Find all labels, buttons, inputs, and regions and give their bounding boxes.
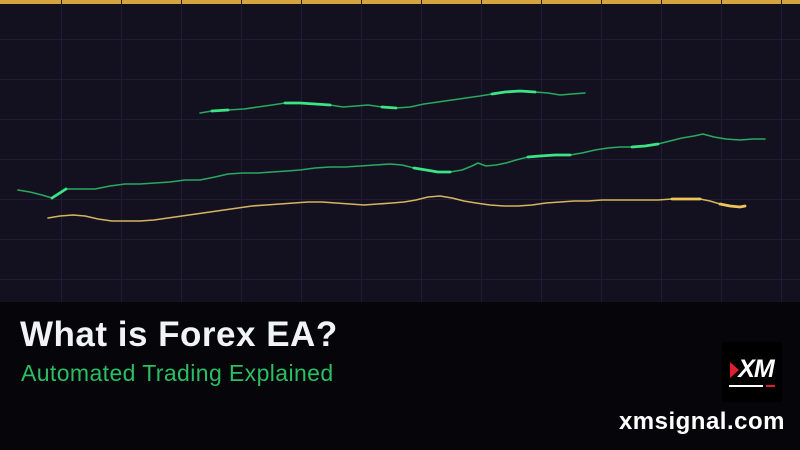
xm-logo-row: XM — [730, 355, 775, 383]
yellow-line — [47, 195, 746, 222]
caption-band: What is Forex EA? Automated Trading Expl… — [0, 302, 800, 450]
xm-logo: XM — [722, 342, 782, 402]
page-subtitle: Automated Trading Explained — [21, 360, 334, 386]
upper-green-line-highlight-1 — [283, 101, 332, 107]
xm-logo-underline — [729, 385, 775, 387]
middle-green-line-highlight-1 — [412, 166, 452, 174]
yellow-line-highlight-1 — [718, 202, 747, 209]
xm-logo-text: XM — [738, 355, 774, 383]
chart-grid — [0, 0, 800, 302]
price-chart — [17, 89, 766, 222]
page-title: What is Forex EA? — [20, 315, 338, 354]
middle-green-line-highlight-0 — [50, 187, 68, 200]
upper-green-line-highlight-3 — [490, 89, 537, 96]
xm-play-triangle-icon — [730, 361, 740, 378]
upper-green-line-highlight-0 — [210, 108, 230, 113]
xm-underline-white-segment — [729, 385, 763, 387]
website-url: xmsignal.com — [618, 408, 785, 435]
middle-green-line-highlight-2 — [526, 153, 572, 159]
chart-background — [0, 0, 800, 302]
upper-green-line — [199, 90, 586, 114]
middle-green-line-highlight-3 — [630, 142, 660, 149]
upper-green-line-highlight-2 — [380, 105, 398, 110]
xm-underline-red-segment — [766, 385, 775, 387]
